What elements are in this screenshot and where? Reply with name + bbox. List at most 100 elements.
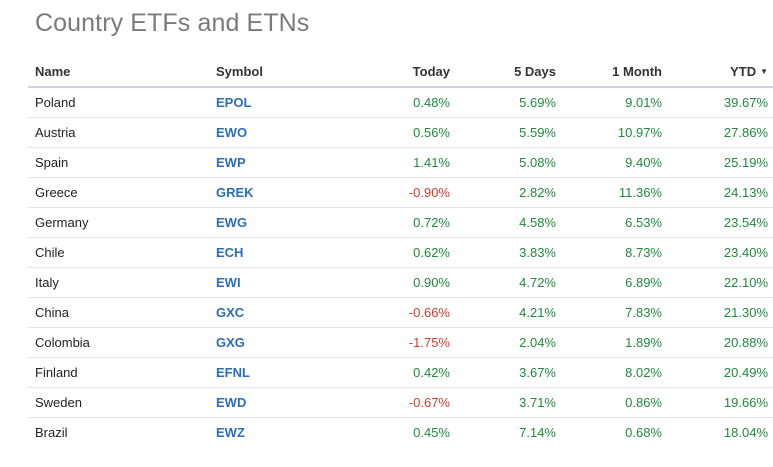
column-header-1-month[interactable]: 1 Month (564, 56, 670, 88)
country-name: China (28, 297, 209, 328)
symbol-cell: EWI (209, 267, 359, 298)
value-five-days: 3.71% (458, 387, 564, 418)
value-five-days: 5.69% (458, 87, 564, 118)
column-header-today[interactable]: Today (359, 56, 458, 88)
country-name: Germany (28, 207, 209, 238)
column-header-ytd[interactable]: YTD ▼ (670, 56, 773, 88)
column-header-symbol[interactable]: Symbol (209, 56, 359, 88)
value-five-days: 5.59% (458, 117, 564, 148)
symbol-cell: GXG (209, 327, 359, 358)
symbol-cell: GXC (209, 297, 359, 328)
table-row: Finland EFNL 0.42% 3.67% 8.02% 20.49% (28, 357, 773, 388)
value-one-month: 6.53% (564, 207, 670, 238)
country-name: Austria (28, 117, 209, 148)
table-row: Chile ECH 0.62% 3.83% 8.73% 23.40% (28, 237, 773, 268)
value-one-month: 6.89% (564, 267, 670, 298)
value-five-days: 4.72% (458, 267, 564, 298)
symbol-link[interactable]: GREK (216, 185, 254, 200)
value-today: 0.45% (413, 425, 450, 440)
value-today: 0.42% (359, 357, 458, 388)
value-one-month: 8.02% (564, 357, 670, 388)
symbol-cell: EPOL (209, 87, 359, 118)
value-today: 0.48% (359, 87, 458, 118)
caret-down-icon: ▼ (760, 66, 768, 76)
value-ytd: 24.13% (670, 177, 773, 208)
symbol-cell: ECH (209, 237, 359, 268)
table-row: Austria EWO 0.56% 5.59% 10.97% 27.86% (28, 117, 773, 148)
country-name: Spain (28, 147, 209, 178)
symbol-link[interactable]: EPOL (216, 95, 252, 110)
value-today: -0.67% (359, 387, 458, 418)
value-today: -0.90% (359, 177, 458, 208)
value-today: 0.72% (359, 207, 458, 238)
symbol-link[interactable]: EWZ (216, 425, 245, 440)
symbol-link[interactable]: GXC (216, 305, 245, 320)
symbol-link[interactable]: EWG (216, 215, 248, 230)
symbol-cell: EWO (209, 117, 359, 148)
symbol-cell: EFNL (209, 357, 359, 388)
column-header-ytd-label: YTD (730, 63, 757, 79)
value-one-month: 9.01% (564, 87, 670, 118)
column-header-5-days[interactable]: 5 Days (458, 56, 564, 88)
value-ytd: 27.86% (670, 117, 773, 148)
country-name: Greece (28, 177, 209, 208)
value-ytd: 23.40% (670, 237, 773, 268)
country-name: Brazil (35, 425, 68, 440)
symbol-cell: EWD (209, 387, 359, 418)
value-ytd: 20.49% (670, 357, 773, 388)
symbol-link[interactable]: ECH (216, 245, 244, 260)
country-name: Colombia (28, 327, 209, 358)
symbol-link[interactable]: EWD (216, 395, 247, 410)
value-ytd: 19.66% (670, 387, 773, 418)
value-one-month: 1.89% (564, 327, 670, 358)
country-name: Poland (28, 87, 209, 118)
symbol-link[interactable]: EWI (216, 275, 241, 290)
value-five-days: 4.21% (458, 297, 564, 328)
table-row: Germany EWG 0.72% 4.58% 6.53% 23.54% (28, 207, 773, 238)
table-row: Brazil EWZ 0.45% 7.14% 0.68% 18.04% (28, 418, 773, 448)
country-name: Sweden (28, 387, 209, 418)
symbol-cell: EWG (209, 207, 359, 238)
value-today: -0.66% (359, 297, 458, 328)
column-header-name[interactable]: Name (28, 56, 209, 88)
value-ytd: 18.04% (723, 425, 768, 440)
value-today: 0.56% (359, 117, 458, 148)
value-one-month: 11.36% (564, 177, 670, 208)
table-row: China GXC -0.66% 4.21% 7.83% 21.30% (28, 297, 773, 328)
etf-table: Name Symbol Today 5 Days 1 Month YTD ▼ Po… (28, 56, 773, 447)
symbol-cell: GREK (209, 177, 359, 208)
value-five-days: 5.08% (458, 147, 564, 178)
value-one-month: 9.40% (564, 147, 670, 178)
value-today: 0.62% (359, 237, 458, 268)
value-five-days: 4.58% (458, 207, 564, 238)
country-name: Chile (28, 237, 209, 268)
value-one-month: 7.83% (564, 297, 670, 328)
value-ytd: 20.88% (670, 327, 773, 358)
symbol-link[interactable]: EWO (216, 125, 248, 140)
value-one-month: 10.97% (564, 117, 670, 148)
value-today: -1.75% (359, 327, 458, 358)
value-one-month: 0.86% (564, 387, 670, 418)
value-five-days: 2.04% (458, 327, 564, 358)
symbol-cell: EWZ (209, 418, 359, 448)
symbol-link[interactable]: EWP (216, 155, 246, 170)
value-five-days: 2.82% (458, 177, 564, 208)
value-five-days: 3.83% (458, 237, 564, 268)
value-one-month: 8.73% (564, 237, 670, 268)
header-row: Name Symbol Today 5 Days 1 Month YTD ▼ (28, 56, 773, 88)
table-row: Greece GREK -0.90% 2.82% 11.36% 24.13% (28, 177, 773, 208)
value-today: 0.90% (359, 267, 458, 298)
table-row: Sweden EWD -0.67% 3.71% 0.86% 19.66% (28, 387, 773, 418)
table-row: Colombia GXG -1.75% 2.04% 1.89% 20.88% (28, 327, 773, 358)
table-row: Italy EWI 0.90% 4.72% 6.89% 22.10% (28, 267, 773, 298)
value-five-days: 3.67% (458, 357, 564, 388)
page-title: Country ETFs and ETNs (35, 9, 310, 37)
value-five-days: 7.14% (519, 425, 556, 440)
symbol-link[interactable]: EFNL (216, 365, 250, 380)
symbol-link[interactable]: GXG (216, 335, 245, 350)
value-one-month: 0.68% (625, 425, 662, 440)
value-ytd: 39.67% (670, 87, 773, 118)
value-ytd: 21.30% (670, 297, 773, 328)
symbol-cell: EWP (209, 147, 359, 178)
